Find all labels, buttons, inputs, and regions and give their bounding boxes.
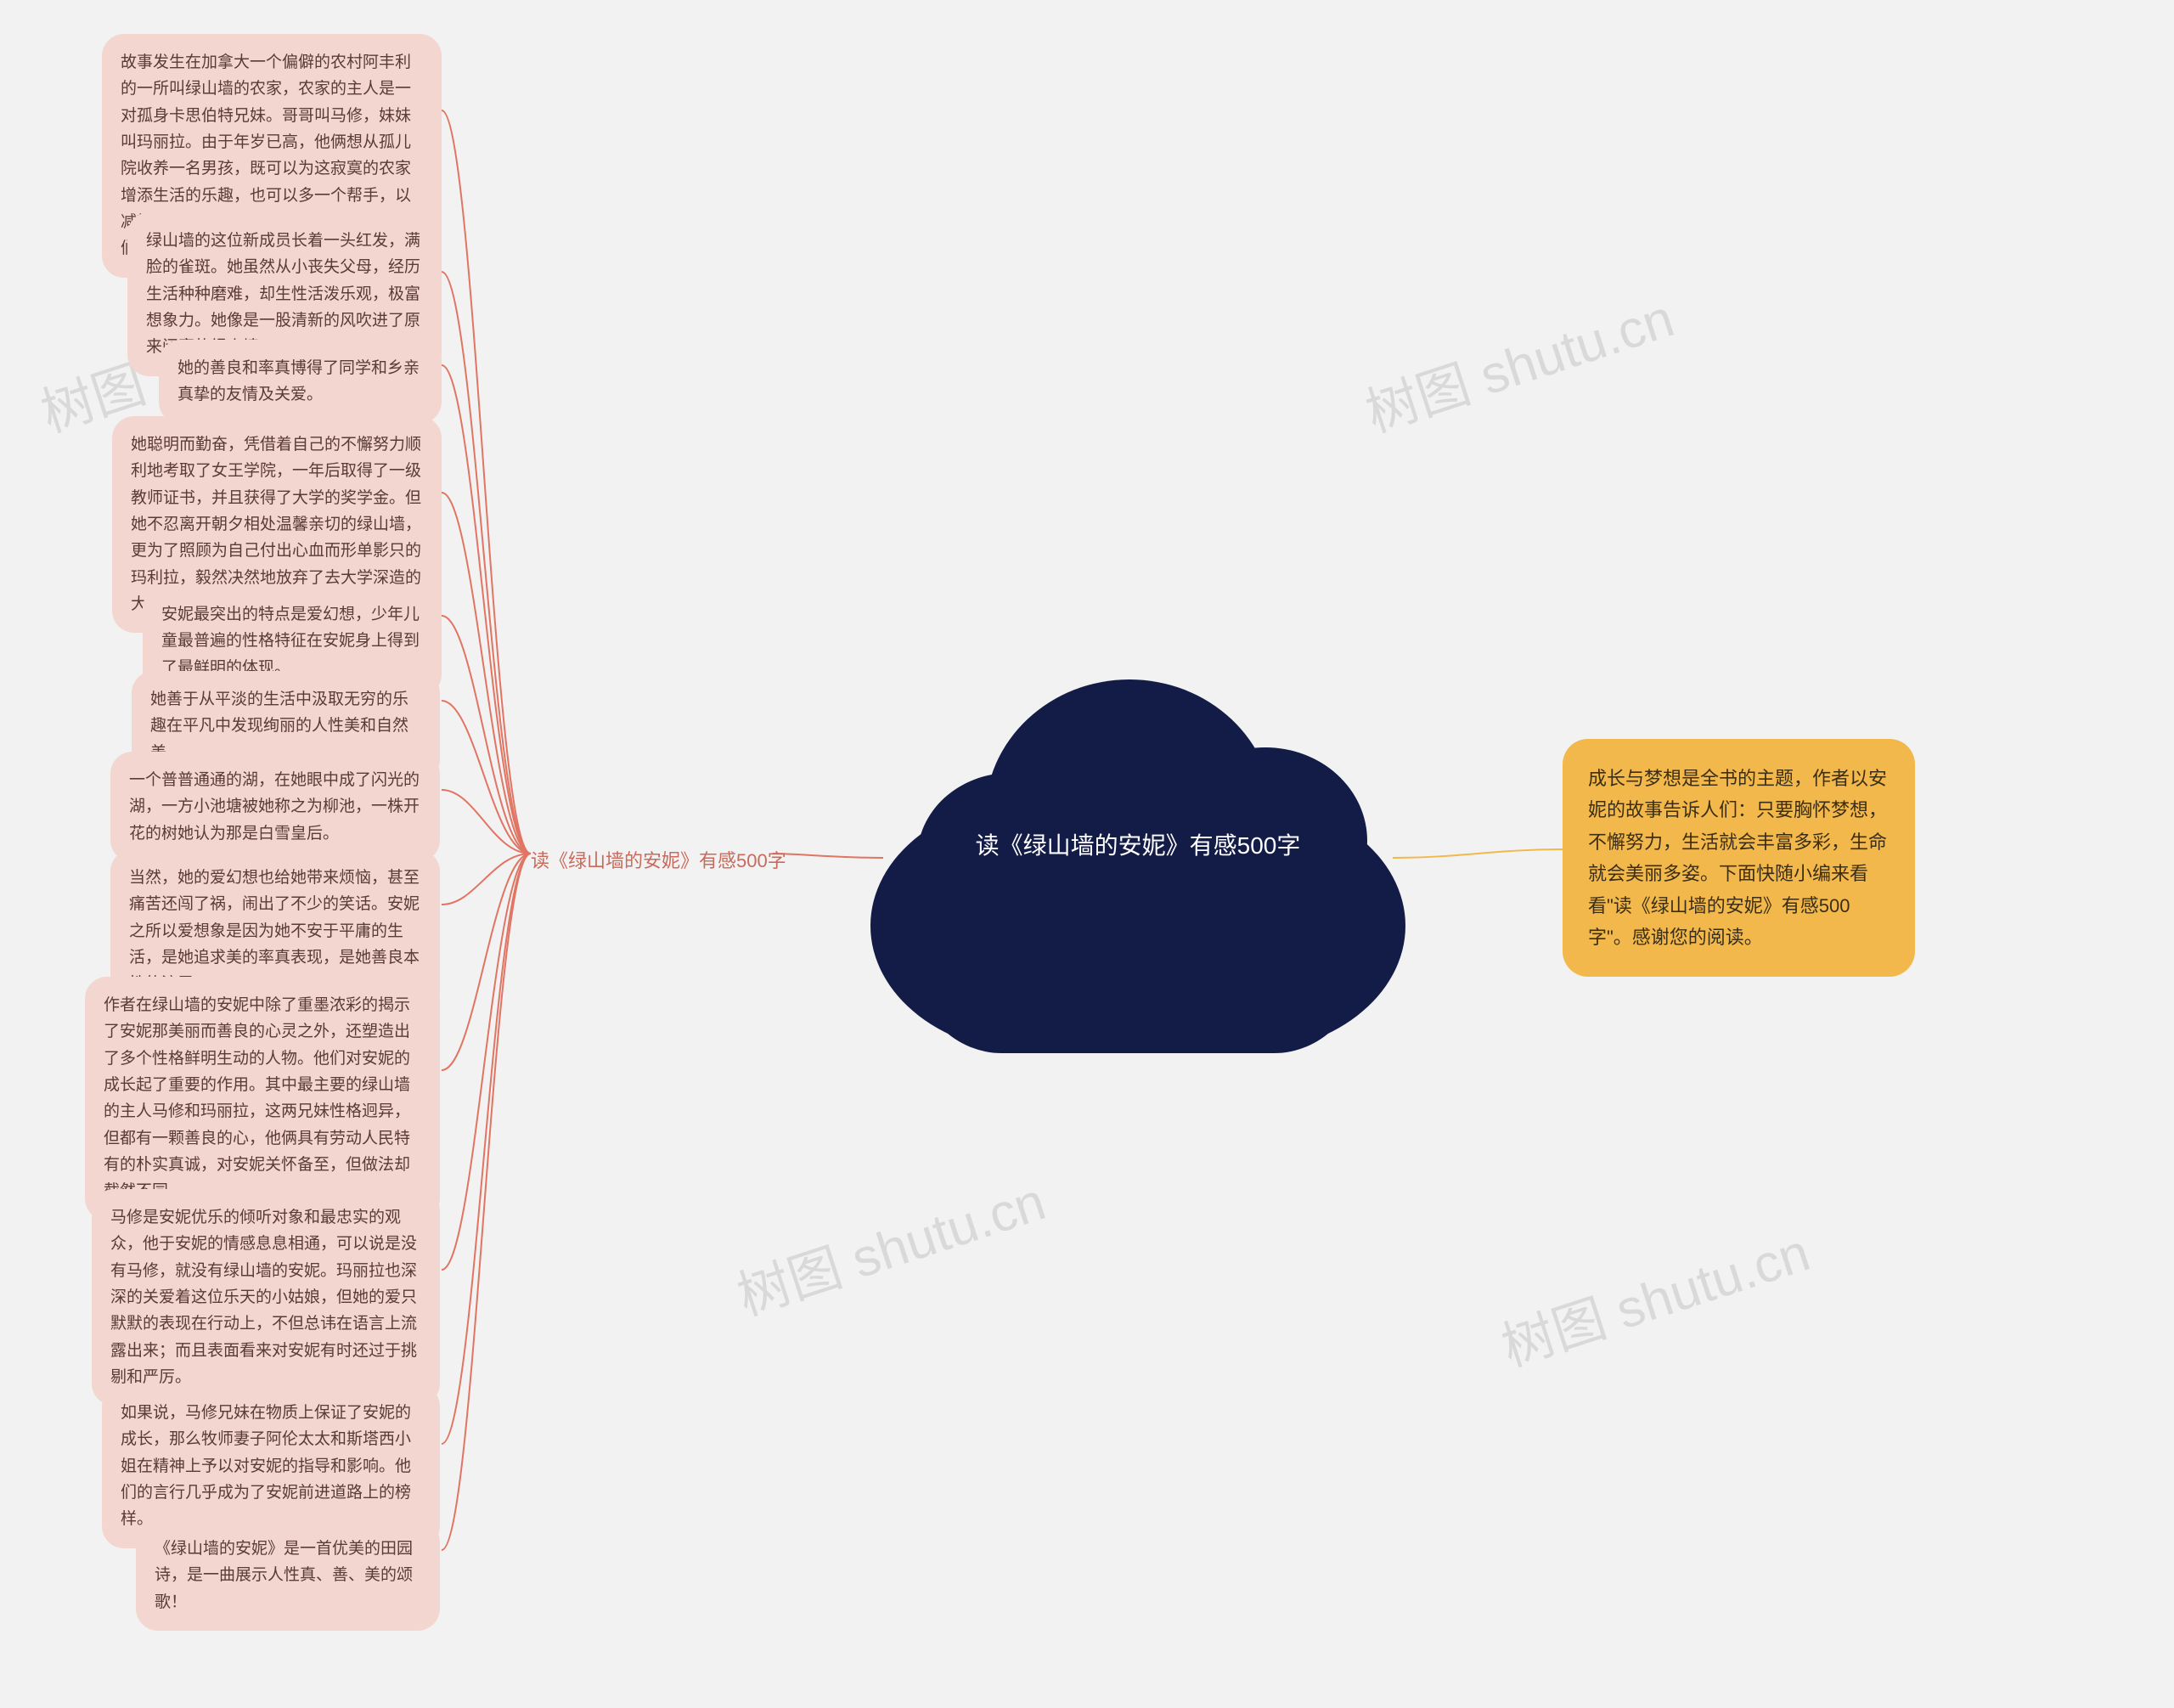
left-node-text: 作者在绿山墙的安妮中除了重墨浓彩的揭示了安妮那美丽而善良的心灵之外，还塑造出了多… [104,996,410,1200]
left-node-10[interactable]: 马修是安妮优乐的倾听对象和最忠实的观众，他于安妮的情感息息相通，可以说是没有马修… [92,1189,440,1406]
left-node-text: 绿山墙的这位新成员长着一头红发，满脸的雀斑。她虽然从小丧失父母，经历生活种种磨难… [146,232,420,356]
watermark: 树图 shutu.cn [1355,275,1681,447]
section-label[interactable]: 读《绿山墙的安妮》有感500字 [531,841,786,878]
left-node-text: 《绿山墙的安妮》是一首优美的田园诗，是一曲展示人性真、善、美的颂歌！ [155,1540,413,1611]
right-summary-text: 成长与梦想是全书的主题，作者以安妮的故事告诉人们：只要胸怀梦想，不懈努力，生活就… [1588,768,1887,948]
left-node-7[interactable]: 一个普普通通的湖，在她眼中成了闪光的湖，一方小池塘被她称之为柳池，一株开花的树她… [110,752,440,862]
left-node-text: 她的善良和率真博得了同学和乡亲真挚的友情及关爱。 [177,359,420,403]
left-node-3[interactable]: 她的善良和率真博得了同学和乡亲真挚的友情及关爱。 [159,340,442,424]
left-node-text: 当然，她的爱幻想也给她带来烦恼，甚至痛苦还闯了祸，闹出了不少的笑话。安妮之所以爱… [129,869,420,993]
left-node-text: 如果说，马修兄妹在物质上保证了安妮的成长，那么牧师妻子阿伦太太和斯塔西小姐在精神… [121,1404,411,1528]
center-title: 读《绿山墙的安妮》有感500字 [960,828,1316,864]
left-node-text: 安妮最突出的特点是爱幻想，少年儿童最普遍的性格特征在安妮身上得到了最鲜明的体现。 [161,606,420,677]
left-node-9[interactable]: 作者在绿山墙的安妮中除了重墨浓彩的揭示了安妮那美丽而善良的心灵之外，还塑造出了多… [85,977,440,1220]
left-node-text: 马修是安妮优乐的倾听对象和最忠实的观众，他于安妮的情感息息相通，可以说是没有马修… [110,1209,417,1386]
right-summary-node[interactable]: 成长与梦想是全书的主题，作者以安妮的故事告诉人们：只要胸怀梦想，不懈努力，生活就… [1563,739,1915,977]
watermark: 树图 shutu.cn [726,1158,1053,1330]
watermark: 树图 shutu.cn [1490,1209,1817,1381]
left-node-text: 一个普普通通的湖，在她眼中成了闪光的湖，一方小池塘被她称之为柳池，一株开花的树她… [129,771,420,843]
left-node-12[interactable]: 《绿山墙的安妮》是一首优美的田园诗，是一曲展示人性真、善、美的颂歌！ [136,1520,440,1631]
